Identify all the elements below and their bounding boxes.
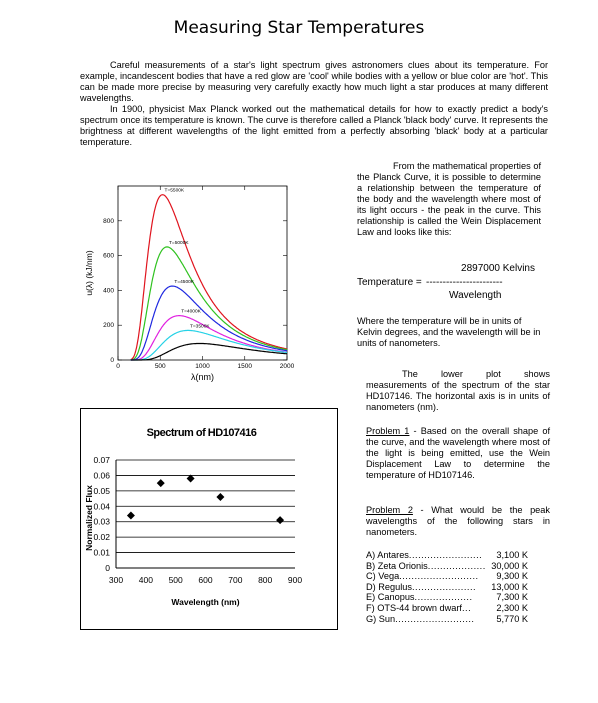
problem-2-text: - What would be the peak wavelengths of … [366,505,550,537]
series-label: T=5000K [169,240,189,246]
y-tick-label: 0.03 [93,517,110,527]
list-item: B) Zeta Orionis................... 30,000… [366,561,528,572]
chart-border [80,408,338,630]
x-tick-label: 400 [139,575,153,585]
planck-curve-chart: 0 500 1000 1500 2000 0 200 400 600 800 λ(nm) u(λ) (… [84,185,295,382]
x-tick-label: 900 [288,575,302,585]
problem-2: Problem 2 - What would be the peak wavel… [366,505,550,538]
leader-dots: .......................... [395,613,475,624]
y-tick-label: 0.02 [93,532,110,542]
list-item: D) Regulus..................... 13,000 K [366,582,528,593]
lower-plot-description: The lower plot shows measurements of the… [366,369,550,412]
series-line [130,246,288,361]
star-temperature: 5,770 K [496,613,528,624]
y-axis-label: Normalized Flux [84,485,94,551]
list-item: C) Vega.......................... 9,300 K [366,571,528,582]
leader-dots: ........................ [408,550,483,560]
star-temperature: 9,300 K [496,571,528,582]
star-name: B) Zeta Orionis [366,560,428,571]
x-tick-label: 300 [109,575,123,585]
equation-numerator: 2897000 Kelvins [461,263,535,274]
x-tick-label: 2000 [280,363,295,370]
x-tick-label: 0 [116,363,120,370]
x-tick-label: 1500 [238,363,253,370]
intro-paragraph-2: In 1900, physicist Max Planck worked out… [80,104,548,147]
series-line [130,315,288,361]
star-temperature: 30,000 K [491,560,528,571]
y-axis-label: u(λ) (kJ/nm) [84,250,94,296]
star-name: C) Vega [366,571,400,582]
data-point [126,511,135,520]
problem-2-heading: Problem 2 [366,505,413,515]
wein-intro-text: From the mathematical properties of the … [357,161,541,237]
data-point [216,493,225,502]
star-list: A) Antares........................ 3,100 … [366,550,528,624]
leader-dots: .......................... [399,571,479,582]
units-text: Where the temperature will be in units o… [357,316,541,348]
y-tick-label: 600 [103,253,114,260]
series-label: T=5500K [165,188,185,194]
series-line [130,194,288,361]
equation-lhs: Temperature = [357,277,422,288]
spectrum-chart: Spectrum of HD107416 0 0.01 0.02 0.03 0.04 0.0… [80,408,338,630]
leader-dots: ..................... [411,581,477,592]
chart-title: Spectrum of HD107416 [147,427,257,439]
star-name: D) Regulus [366,581,412,592]
y-tick-label: 0.05 [93,486,110,496]
x-axis-label: λ(nm) [191,372,214,382]
star-name: G) Sun [366,613,396,624]
problem-1-text: - Based on the overall shape of the curv… [366,426,551,480]
y-tick-label: 0.06 [93,470,110,480]
y-tick-label: 400 [103,287,114,294]
list-item: G) Sun.......................... 5,770 K [366,614,528,625]
intro-paragraph-1: Careful measurements of a star's light s… [80,60,548,103]
y-tick-label: 800 [103,218,114,225]
x-tick-label: 700 [228,575,242,585]
x-tick-label: 600 [198,575,212,585]
list-item: E) Canopus................... 7,300 K [366,592,528,603]
leader-dots: ................... [427,560,486,571]
data-point [276,516,285,525]
series-line [130,342,288,361]
y-tick-label: 0 [105,563,110,573]
y-tick-label: 0.07 [93,455,110,465]
data-point [186,474,195,483]
planck-curve-figure: 0 500 1000 1500 2000 0 200 400 600 800 λ(nm) u(λ) (… [82,180,302,390]
problem-1-heading: Problem 1 [366,426,410,436]
equation-denominator: Wavelength [449,290,502,301]
wein-equation: 2897000 Kelvins Temperature = ----------… [357,262,541,302]
x-tick-label: 1000 [195,363,210,370]
series-label: T=4500K [174,279,194,285]
star-name: E) Canopus [366,592,415,603]
y-tick-label: 0.01 [93,548,110,558]
list-item: F) OTS-44 brown dwarf... 2,300 K [366,603,528,614]
series-line [130,285,288,361]
y-tick-label: 200 [103,322,114,329]
y-tick-label: 0 [110,357,114,364]
star-temperature: 7,300 K [496,592,528,603]
star-name: F) OTS-44 brown dwarf [366,602,462,613]
star-temperature: 2,300 K [496,602,528,613]
star-temperature: 3,100 K [496,550,528,560]
page-title: Measuring Star Temperatures [173,18,425,38]
leader-dots: ................... [414,592,473,603]
leader-dots: ... [461,602,472,613]
x-tick-label: 800 [258,575,272,585]
x-tick-label: 500 [155,363,166,370]
star-name: A) Antares [366,550,409,560]
problem-1: Problem 1 - Based on the overall shape o… [366,426,550,481]
y-tick-label: 0.04 [93,501,110,511]
equation-fraction-bar: ----------------------- [426,277,503,288]
x-tick-label: 500 [169,575,183,585]
star-temperature: 13,000 K [491,581,528,592]
data-point [156,479,165,488]
series-label: T=4000K [181,309,201,315]
list-item: A) Antares........................ 3,100 … [366,550,528,561]
spectrum-figure: Spectrum of HD107416 0 0.01 0.02 0.03 0.04 0.0… [80,408,338,630]
series-line [130,329,288,361]
plot-frame [117,185,288,361]
series-label: T=3500K [190,323,210,329]
x-axis-label: Wavelength (nm) [171,597,239,607]
